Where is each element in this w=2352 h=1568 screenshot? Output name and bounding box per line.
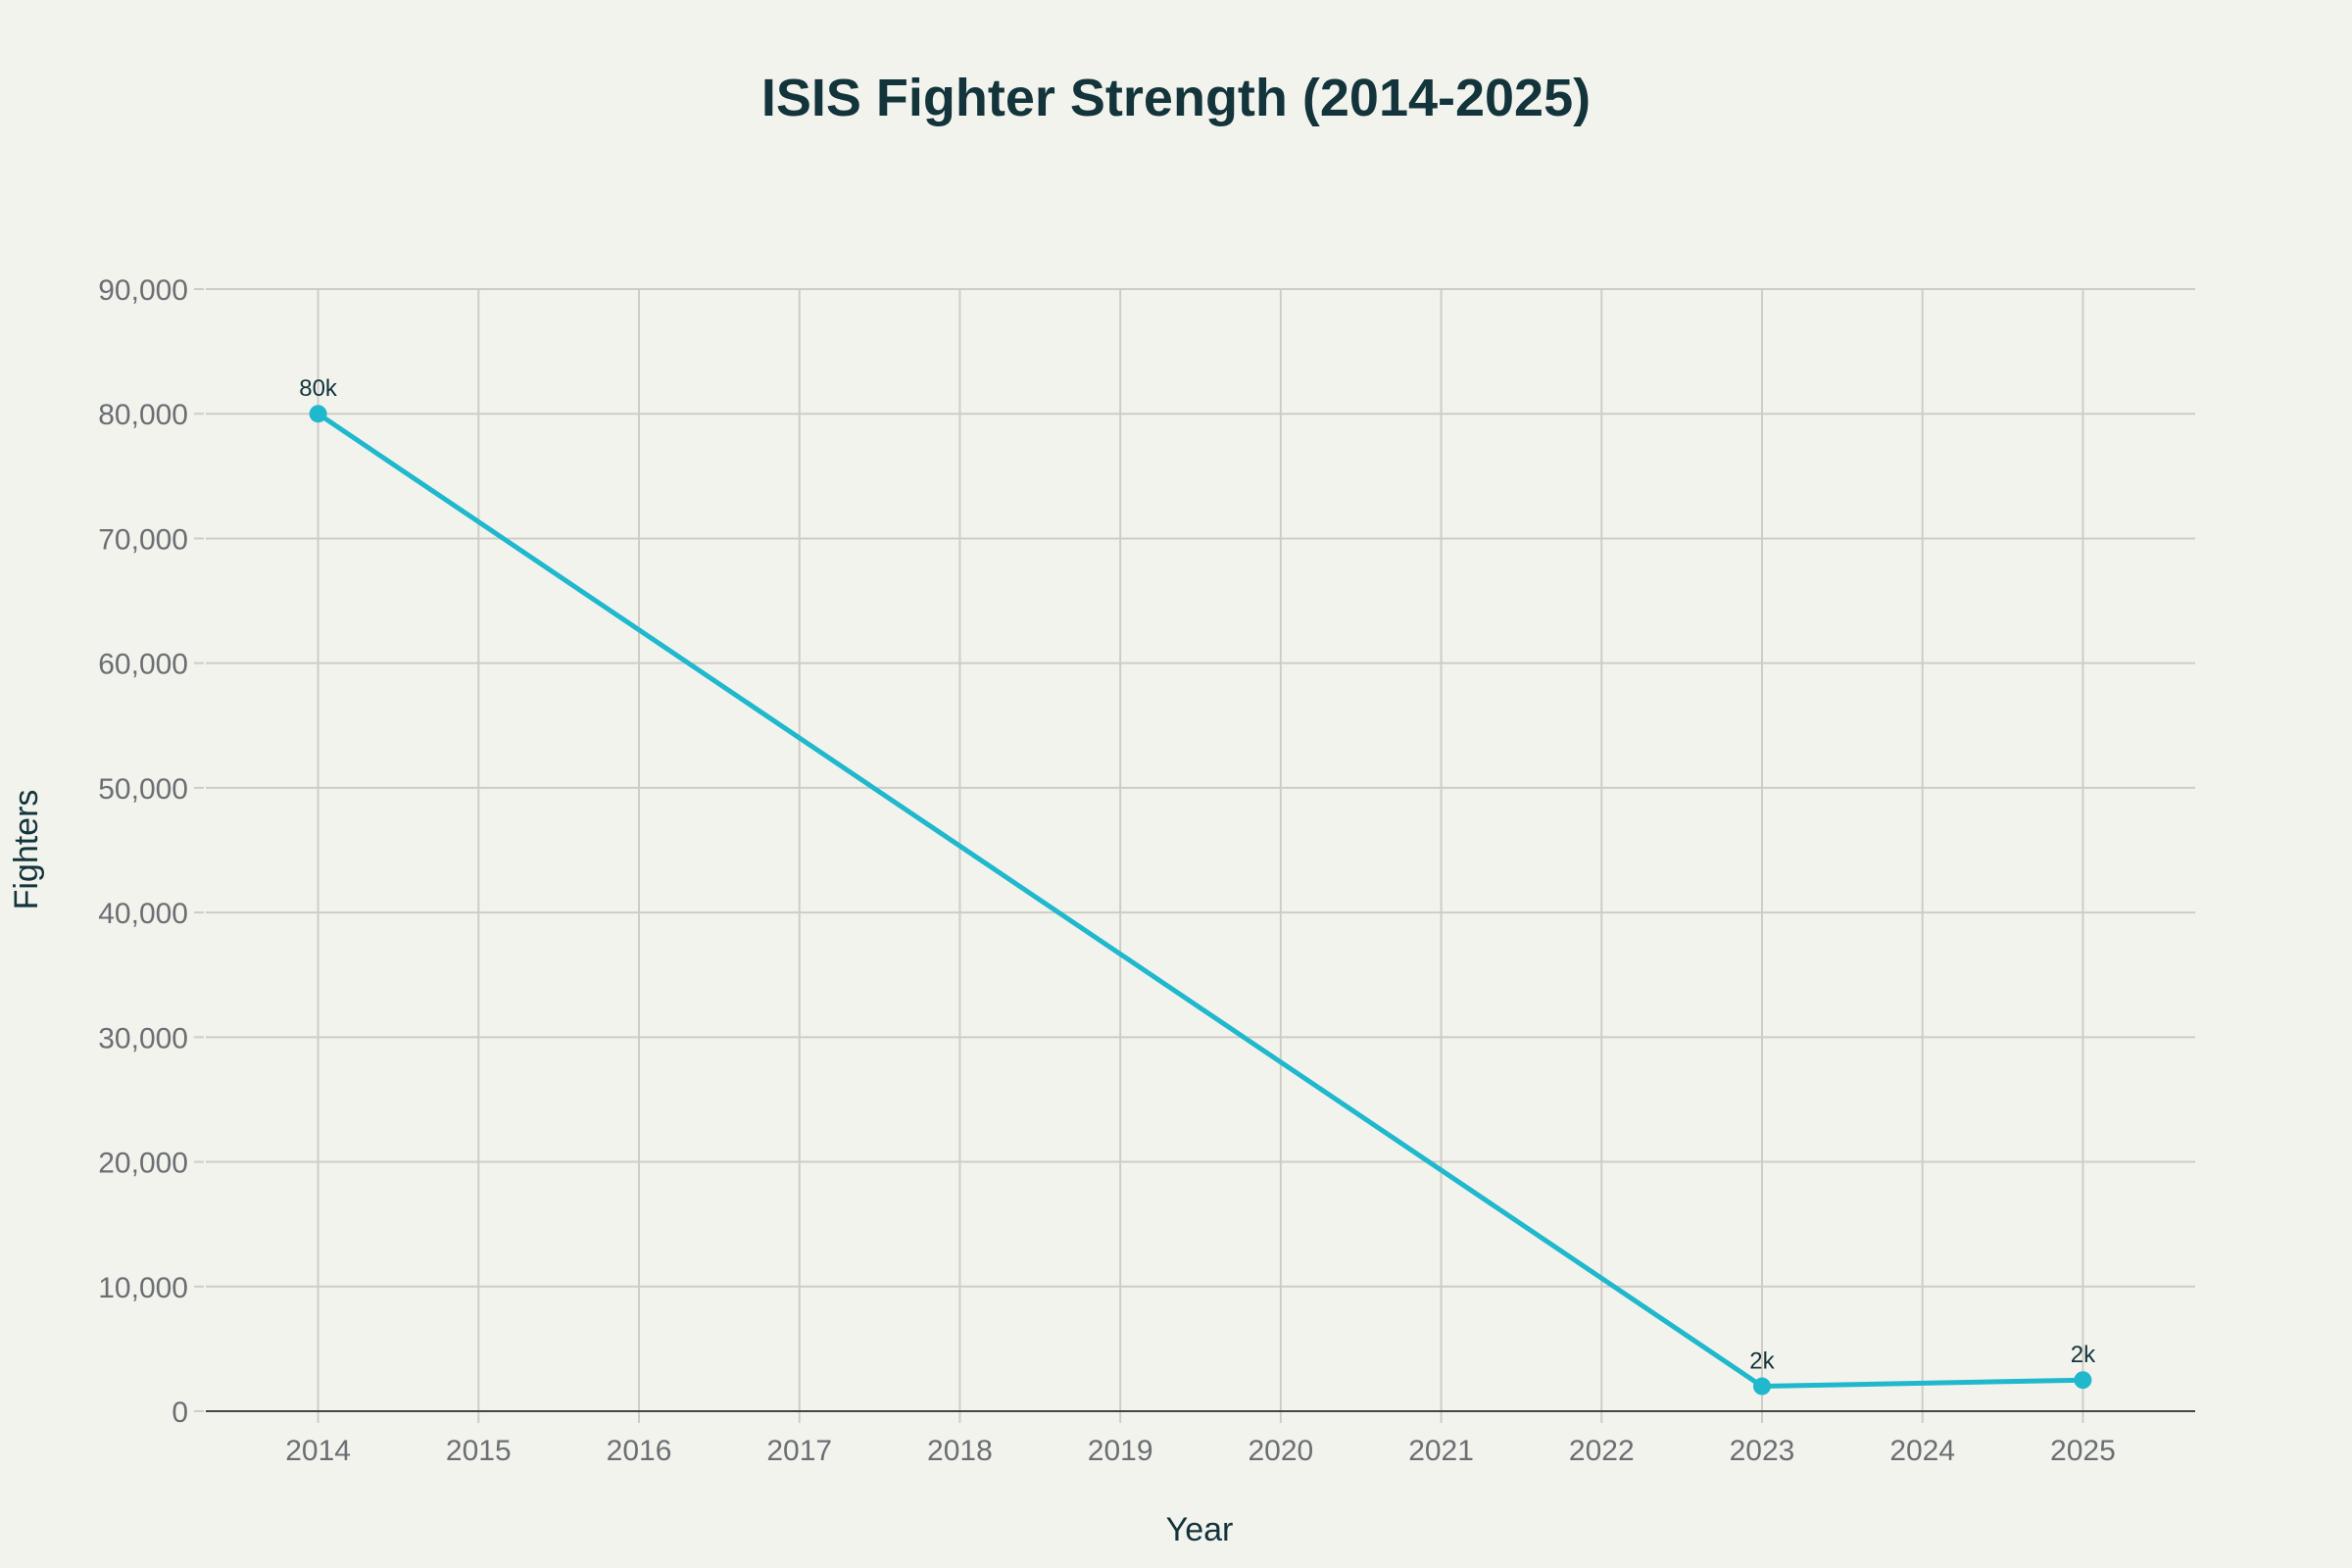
x-tick-label: 2015	[446, 1435, 512, 1467]
x-tick-label: 2017	[766, 1435, 832, 1467]
chart-title: ISIS Fighter Strength (2014-2025)	[761, 69, 1591, 127]
data-point	[1752, 1377, 1771, 1396]
y-tick-label: 80,000	[98, 399, 188, 431]
y-tick-label: 30,000	[98, 1022, 188, 1054]
series-fighters: 80k 2k 2k	[299, 375, 2096, 1396]
y-tick-label: 10,000	[98, 1272, 188, 1304]
y-tick-label: 20,000	[98, 1148, 188, 1180]
y-tick-label: 40,000	[98, 898, 188, 930]
data-label: 2k	[1749, 1348, 1775, 1375]
x-tick-label: 2025	[2050, 1435, 2116, 1467]
y-tick-label: 90,000	[98, 274, 188, 307]
x-tick-label: 2024	[1889, 1435, 1955, 1467]
x-axis-label: Year	[1166, 1511, 1234, 1548]
x-tick-label: 2014	[285, 1435, 351, 1467]
data-point	[2074, 1371, 2092, 1390]
x-tick-label: 2020	[1248, 1435, 1313, 1467]
y-tick-label: 60,000	[98, 649, 188, 681]
x-tick-label: 2016	[607, 1435, 672, 1467]
x-tick-label: 2019	[1088, 1435, 1153, 1467]
data-point	[309, 405, 327, 423]
y-axis-ticks: 0 10,000 20,000 30,000 40,000 50,000 60,000 70,…	[98, 274, 204, 1429]
series-line	[317, 412, 2083, 1390]
y-axis-label: Fighters	[8, 790, 45, 910]
x-tick-label: 2022	[1569, 1435, 1635, 1467]
x-tick-label: 2021	[1408, 1435, 1474, 1467]
y-tick-label: 0	[172, 1396, 188, 1429]
y-tick-label: 50,000	[98, 773, 188, 806]
x-tick-label: 2023	[1730, 1435, 1795, 1467]
x-axis-ticks: 2014 2015 2016 2017 2018 2019 2020 2021 2022 2023…	[285, 1435, 2116, 1467]
y-tick-label: 70,000	[98, 523, 188, 556]
x-tick-label: 2018	[927, 1435, 993, 1467]
data-label: 2k	[2071, 1342, 2096, 1368]
gridlines	[206, 288, 2195, 1423]
data-label: 80k	[299, 375, 338, 402]
